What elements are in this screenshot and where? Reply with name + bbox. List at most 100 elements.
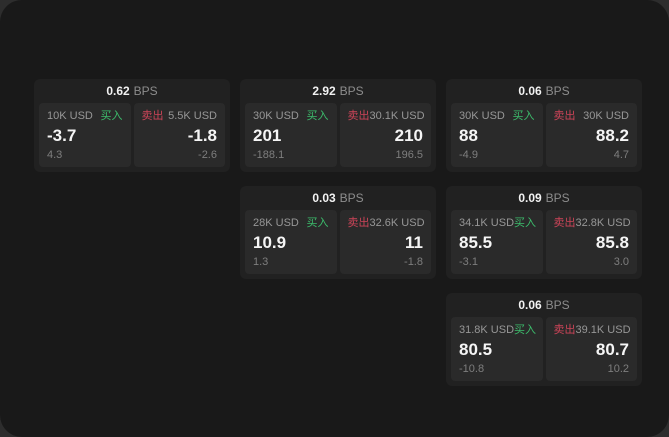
- sell-amount: 32.8K USD: [575, 217, 631, 229]
- bps-header: 2.92 BPS: [240, 79, 436, 103]
- sell-tile-top: 卖出 5.5K USD: [142, 109, 218, 123]
- bps-value: 0.06: [518, 84, 542, 98]
- buy-tile-top: 34.1K USD 买入: [459, 216, 537, 230]
- buy-price: 10.9: [253, 233, 287, 252]
- sell-quote-tile[interactable]: 卖出 5.5K USD -1.8 -2.6: [133, 103, 225, 167]
- quote-card: 0.06 BPS 30K USD 买入 88 -4.9 卖出 30K USD 8…: [446, 79, 642, 172]
- sell-price: 11: [405, 233, 423, 252]
- sell-sub-value: 196.5: [395, 149, 423, 161]
- quote-card: 0.09 BPS 34.1K USD 买入 85.5 -3.1 卖出 32.8K…: [446, 186, 642, 279]
- buy-amount: 30K USD: [253, 110, 299, 122]
- quote-card-body: 10K USD 买入 -3.7 4.3 卖出 5.5K USD -1.8 -2.…: [34, 103, 230, 172]
- buy-tile-top: 31.8K USD 买入: [459, 323, 537, 337]
- buy-price: 88: [459, 126, 478, 145]
- bps-unit-label: BPS: [133, 84, 158, 98]
- sell-tile-top: 卖出 39.1K USD: [554, 323, 631, 337]
- sell-price: -1.8: [187, 126, 217, 145]
- buy-side-label: 买入: [514, 217, 537, 229]
- buy-price: 85.5: [459, 233, 493, 252]
- quote-card: 0.62 BPS 10K USD 买入 -3.7 4.3 卖出 5.5K USD…: [34, 79, 230, 172]
- buy-sub-value: -4.9: [459, 149, 478, 161]
- buy-quote-tile[interactable]: 30K USD 买入 201 -188.1: [245, 103, 337, 167]
- sell-quote-tile[interactable]: 卖出 30K USD 88.2 4.7: [545, 103, 637, 167]
- sell-sub-value: 10.2: [607, 363, 629, 375]
- sell-quote-tile[interactable]: 卖出 30.1K USD 210 196.5: [339, 103, 431, 167]
- quote-card: 0.03 BPS 28K USD 买入 10.9 1.3 卖出 32.6K US…: [240, 186, 436, 279]
- buy-sub-value: 1.3: [253, 256, 269, 268]
- sell-sub-value: 3.0: [613, 256, 629, 268]
- bps-value: 0.09: [518, 191, 542, 205]
- buy-sub-value: -10.8: [459, 363, 485, 375]
- sell-sub-value: -2.6: [198, 149, 217, 161]
- sell-quote-tile[interactable]: 卖出 32.8K USD 85.8 3.0: [545, 210, 637, 274]
- buy-price: 201: [253, 126, 282, 145]
- buy-price: -3.7: [47, 126, 77, 145]
- sell-side-label: 卖出: [553, 110, 576, 122]
- buy-sub-value: 4.3: [47, 149, 63, 161]
- bps-unit-label: BPS: [545, 84, 570, 98]
- sell-side-label: 卖出: [347, 110, 370, 122]
- quote-card-body: 34.1K USD 买入 85.5 -3.1 卖出 32.8K USD 85.8…: [446, 210, 642, 279]
- quote-card-body: 30K USD 买入 88 -4.9 卖出 30K USD 88.2 4.7: [446, 103, 642, 172]
- bps-header: 0.06 BPS: [446, 79, 642, 103]
- sell-quote-tile[interactable]: 卖出 39.1K USD 80.7 10.2: [545, 317, 637, 381]
- buy-amount: 30K USD: [459, 110, 505, 122]
- buy-sub-value: -188.1: [253, 149, 285, 161]
- buy-side-label: 买入: [306, 217, 329, 229]
- sell-price: 210: [394, 126, 423, 145]
- buy-tile-top: 30K USD 买入: [459, 109, 535, 123]
- sell-price: 85.8: [595, 233, 629, 252]
- buy-quote-tile[interactable]: 10K USD 买入 -3.7 4.3: [39, 103, 131, 167]
- buy-price: 80.5: [459, 340, 493, 359]
- sell-amount: 30K USD: [583, 110, 629, 122]
- buy-quote-tile[interactable]: 34.1K USD 买入 85.5 -3.1: [451, 210, 543, 274]
- sell-amount: 30.1K USD: [369, 110, 425, 122]
- sell-tile-top: 卖出 32.8K USD: [553, 216, 631, 230]
- bps-header: 0.03 BPS: [240, 186, 436, 210]
- buy-sub-value: -3.1: [459, 256, 478, 268]
- sell-sub-value: 4.7: [613, 149, 629, 161]
- buy-side-label: 买入: [306, 110, 329, 122]
- bps-header: 0.09 BPS: [446, 186, 642, 210]
- buy-side-label: 买入: [512, 110, 535, 122]
- buy-amount: 31.8K USD: [459, 324, 515, 336]
- buy-quote-tile[interactable]: 31.8K USD 买入 80.5 -10.8: [451, 317, 543, 381]
- sell-quote-tile[interactable]: 卖出 32.6K USD 11 -1.8: [339, 210, 431, 274]
- sell-amount: 5.5K USD: [168, 110, 217, 122]
- sell-tile-top: 卖出 32.6K USD: [347, 216, 425, 230]
- quote-card: 0.06 BPS 31.8K USD 买入 80.5 -10.8 卖出 39.1…: [446, 293, 642, 386]
- buy-quote-tile[interactable]: 30K USD 买入 88 -4.9: [451, 103, 543, 167]
- bps-unit-label: BPS: [545, 191, 570, 205]
- buy-amount: 34.1K USD: [459, 217, 515, 229]
- sell-price: 80.7: [595, 340, 629, 359]
- sell-side-label: 卖出: [553, 217, 576, 229]
- bps-header: 0.06 BPS: [446, 293, 642, 317]
- sell-tile-top: 卖出 30K USD: [554, 109, 630, 123]
- buy-side-label: 买入: [100, 110, 123, 122]
- bps-value: 2.92: [312, 84, 336, 98]
- buy-tile-top: 28K USD 买入: [253, 216, 329, 230]
- buy-amount: 28K USD: [253, 217, 299, 229]
- bps-value: 0.62: [106, 84, 130, 98]
- bps-unit-label: BPS: [339, 191, 364, 205]
- quote-card-body: 28K USD 买入 10.9 1.3 卖出 32.6K USD 11 -1.8: [240, 210, 436, 279]
- sell-side-label: 卖出: [347, 217, 370, 229]
- buy-quote-tile[interactable]: 28K USD 买入 10.9 1.3: [245, 210, 337, 274]
- bps-unit-label: BPS: [545, 298, 570, 312]
- quote-card-body: 31.8K USD 买入 80.5 -10.8 卖出 39.1K USD 80.…: [446, 317, 642, 386]
- bps-unit-label: BPS: [339, 84, 364, 98]
- bps-header: 0.62 BPS: [34, 79, 230, 103]
- sell-sub-value: -1.8: [404, 256, 423, 268]
- sell-tile-top: 卖出 30.1K USD: [347, 109, 425, 123]
- sell-amount: 39.1K USD: [575, 324, 631, 336]
- quote-card: 2.92 BPS 30K USD 买入 201 -188.1 卖出 30.1K …: [240, 79, 436, 172]
- sell-amount: 32.6K USD: [369, 217, 425, 229]
- buy-tile-top: 30K USD 买入: [253, 109, 329, 123]
- bps-value: 0.03: [312, 191, 336, 205]
- buy-side-label: 买入: [514, 324, 537, 336]
- quote-card-body: 30K USD 买入 201 -188.1 卖出 30.1K USD 210 1…: [240, 103, 436, 172]
- buy-tile-top: 10K USD 买入: [47, 109, 123, 123]
- sell-side-label: 卖出: [141, 110, 164, 122]
- bps-value: 0.06: [518, 298, 542, 312]
